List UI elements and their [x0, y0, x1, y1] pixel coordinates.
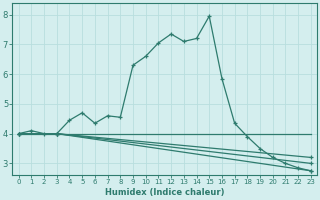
X-axis label: Humidex (Indice chaleur): Humidex (Indice chaleur): [105, 188, 225, 197]
